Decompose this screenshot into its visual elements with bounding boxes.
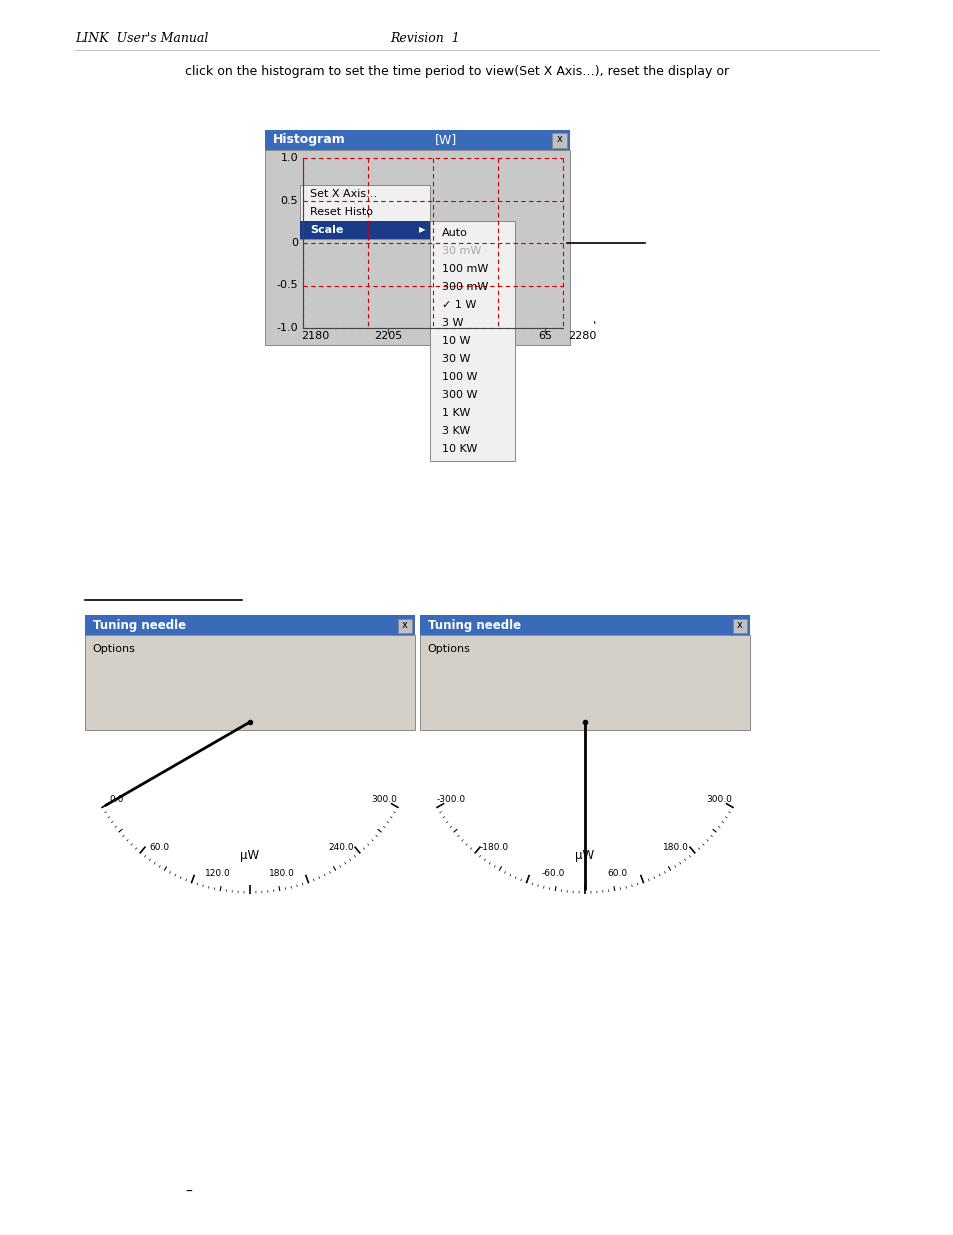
Bar xyxy=(265,130,569,149)
Text: –: – xyxy=(185,1186,192,1199)
Text: 0.0: 0.0 xyxy=(109,795,123,804)
Text: 300.0: 300.0 xyxy=(705,795,731,804)
Text: x: x xyxy=(737,620,742,630)
Text: 65: 65 xyxy=(537,331,552,341)
Text: -180.0: -180.0 xyxy=(479,842,508,852)
Text: 10 KW: 10 KW xyxy=(441,445,476,454)
Text: 60.0: 60.0 xyxy=(606,868,626,878)
Text: Set X Axis…: Set X Axis… xyxy=(310,189,376,199)
Text: 180.0: 180.0 xyxy=(269,868,294,878)
Text: Tuning needle: Tuning needle xyxy=(92,619,186,631)
Text: Scale: Scale xyxy=(310,225,343,235)
Text: 1 KW: 1 KW xyxy=(441,408,470,417)
Text: μW: μW xyxy=(575,850,594,862)
Text: 1.0: 1.0 xyxy=(280,153,297,163)
Text: 120.0: 120.0 xyxy=(205,868,231,878)
Text: 10 W: 10 W xyxy=(441,336,470,346)
Bar xyxy=(299,221,430,240)
Text: ✓ 1 W: ✓ 1 W xyxy=(441,300,476,310)
Text: 30 W: 30 W xyxy=(441,354,470,364)
Bar xyxy=(397,619,412,634)
Text: 240.0: 240.0 xyxy=(328,842,354,852)
Text: [W]: [W] xyxy=(435,133,456,147)
Bar xyxy=(419,615,749,635)
Text: x: x xyxy=(402,620,408,630)
Text: 0: 0 xyxy=(291,238,297,248)
Text: Options: Options xyxy=(427,643,470,655)
Text: ': ' xyxy=(593,320,596,332)
Text: 3 KW: 3 KW xyxy=(441,426,470,436)
Text: 300 W: 300 W xyxy=(441,390,477,400)
Text: 2280: 2280 xyxy=(567,331,596,341)
Text: 180.0: 180.0 xyxy=(662,842,688,852)
Text: click on the histogram to set the time period to view(Set X Axis…), reset the di: click on the histogram to set the time p… xyxy=(185,65,728,79)
Text: -300.0: -300.0 xyxy=(436,795,465,804)
Text: 0.5: 0.5 xyxy=(280,195,297,205)
Text: LINK  User's Manual: LINK User's Manual xyxy=(75,32,208,44)
Text: 300 mW: 300 mW xyxy=(441,282,488,291)
Text: Tuning needle: Tuning needle xyxy=(428,619,520,631)
Text: 100 mW: 100 mW xyxy=(441,264,488,274)
Text: Revision  1: Revision 1 xyxy=(390,32,459,44)
Bar xyxy=(732,619,746,634)
Text: ▶: ▶ xyxy=(418,226,425,235)
Bar xyxy=(299,185,430,240)
Bar xyxy=(85,635,415,730)
Bar xyxy=(430,221,515,461)
Text: 100 W: 100 W xyxy=(441,372,477,382)
Text: 60.0: 60.0 xyxy=(149,842,169,852)
Text: 300.0: 300.0 xyxy=(371,795,396,804)
Text: Histogram: Histogram xyxy=(273,133,345,147)
Text: -0.5: -0.5 xyxy=(276,280,297,290)
Text: Reset Histo: Reset Histo xyxy=(310,207,373,217)
Text: Options: Options xyxy=(91,643,134,655)
Text: 2180: 2180 xyxy=(300,331,329,341)
Text: -1.0: -1.0 xyxy=(276,324,297,333)
Text: Auto: Auto xyxy=(441,228,467,238)
Bar xyxy=(419,635,749,730)
Text: -60.0: -60.0 xyxy=(540,868,564,878)
Text: x: x xyxy=(556,135,561,144)
Bar xyxy=(265,149,569,345)
Text: 2205: 2205 xyxy=(374,331,401,341)
Bar xyxy=(552,133,566,148)
Bar xyxy=(85,615,415,635)
Text: 30 mW: 30 mW xyxy=(441,246,481,256)
Text: 3 W: 3 W xyxy=(441,317,463,329)
Text: μW: μW xyxy=(240,850,259,862)
